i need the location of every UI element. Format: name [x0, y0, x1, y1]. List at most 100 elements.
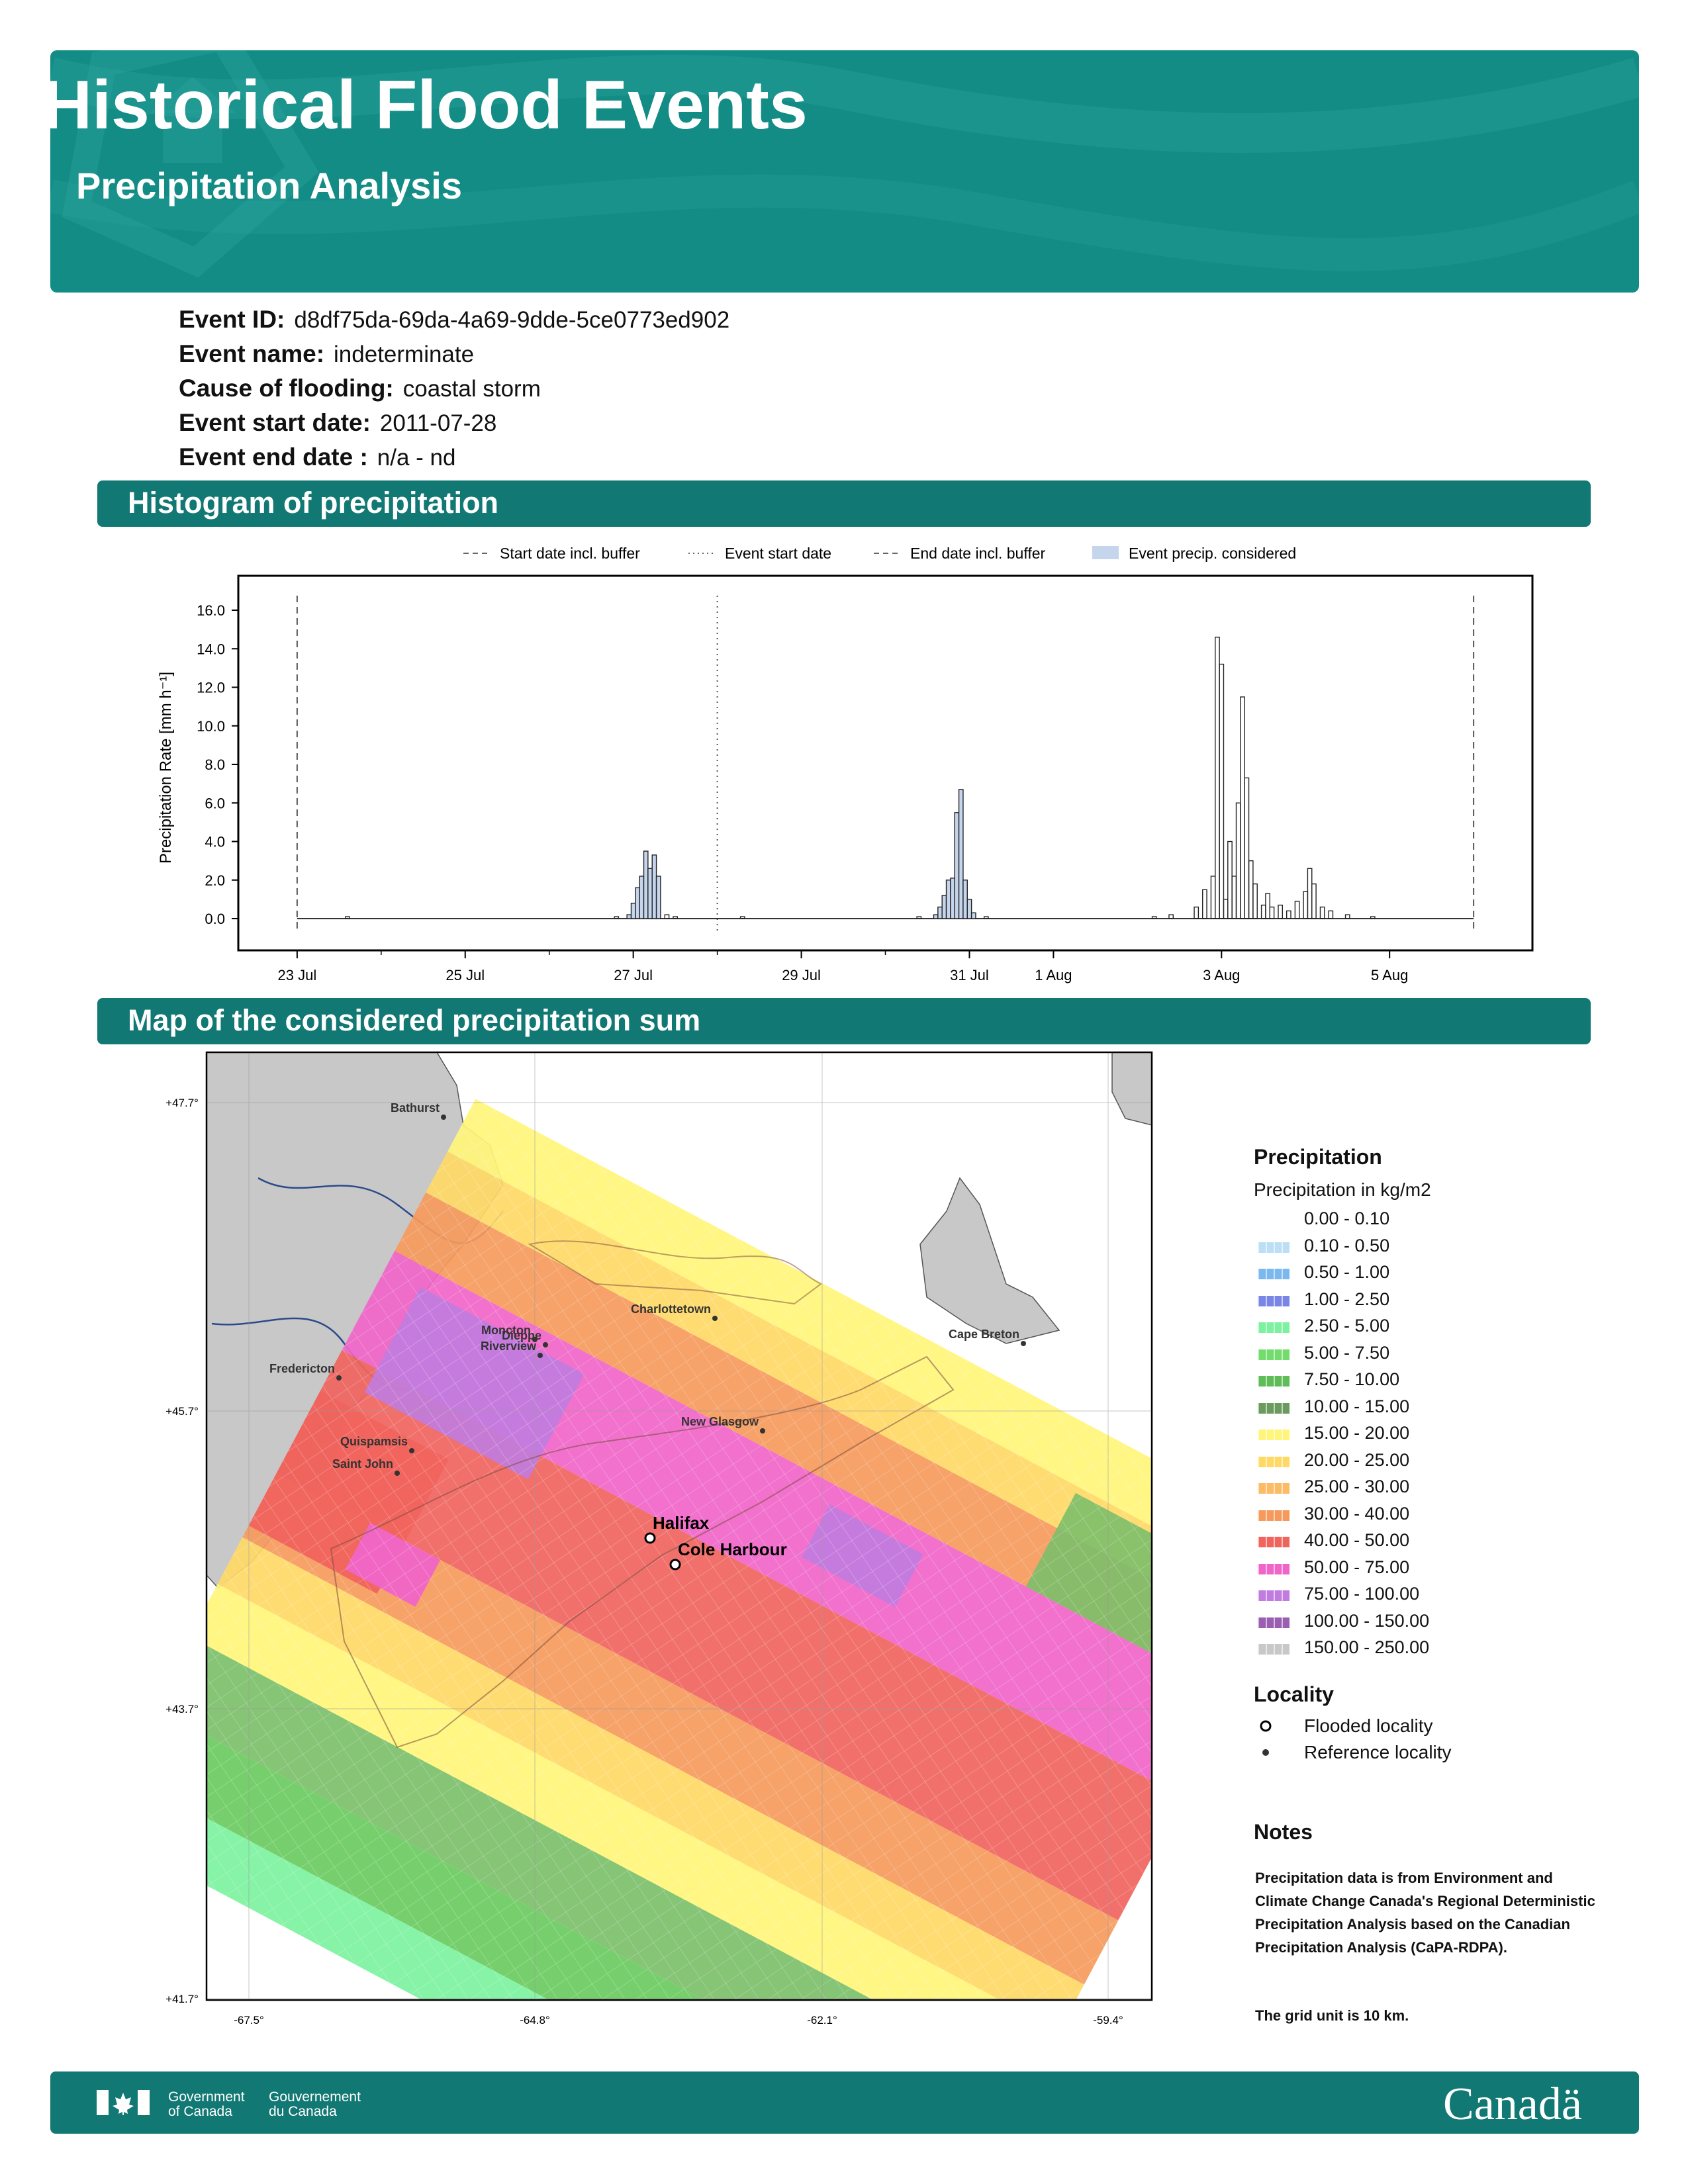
reference-locality-label: Saint John: [332, 1457, 393, 1471]
histogram-bar: [1319, 906, 1325, 919]
header-banner: [50, 50, 1639, 293]
x-tick-label: 5 Aug: [1371, 967, 1408, 983]
event-start-row: Event start date: 2011-07-28: [179, 409, 496, 437]
precip-legend-swatch: [1258, 1590, 1289, 1601]
precip-legend-item: 50.00 - 75.00: [1254, 1557, 1598, 1581]
page-subtitle: Precipitation Analysis: [76, 165, 462, 206]
precip-legend-label: 2.50 - 5.00: [1304, 1316, 1390, 1336]
precip-legend-item: 25.00 - 30.00: [1254, 1477, 1598, 1500]
event-end-row: Event end date : n/a - nd: [179, 443, 455, 471]
reference-locality-label: Fredericton: [269, 1362, 335, 1375]
histogram-bar: [1311, 883, 1317, 919]
map-frame: [205, 1051, 1153, 2001]
histogram-plot-frame: [237, 574, 1534, 952]
precip-legend-swatch: [1258, 1537, 1289, 1547]
histogram-bar: [1248, 860, 1254, 919]
histogram-bars: [297, 637, 1474, 919]
histogram-bar: [1265, 893, 1270, 919]
histogram-bar: [1344, 914, 1350, 919]
reference-locality-dot: [532, 1337, 538, 1342]
histogram-bar: [941, 895, 947, 919]
legend-label: Start date incl. buffer: [500, 545, 640, 562]
histogram-bar: [945, 880, 951, 919]
precip-legend-item: 15.00 - 20.00: [1254, 1423, 1598, 1447]
histogram-bar: [647, 868, 653, 919]
y-tick-label: 6.0: [205, 795, 225, 811]
reference-locality-dot: [1021, 1341, 1026, 1346]
reference-locality-label: Riverview: [481, 1340, 537, 1353]
histogram-bar: [1303, 891, 1309, 919]
histogram-legend: Start date incl. buffer Event start date E…: [463, 545, 1296, 562]
header-wave-decoration: [50, 50, 1639, 278]
precip-legend-label: 0.50 - 1.00: [1304, 1262, 1390, 1282]
page-title: Historical Flood Events: [42, 67, 808, 144]
histogram-bar: [970, 912, 976, 919]
histogram-bar: [1194, 906, 1199, 919]
histogram-bar: [983, 916, 989, 919]
histogram-bar: [1260, 904, 1266, 919]
precip-legend-swatch: [1258, 1563, 1289, 1574]
notes-text: Precipitation data is from Environment a…: [1255, 1870, 1595, 1956]
histogram-bar: [1252, 883, 1258, 919]
precip-legend-item: 1.00 - 2.50: [1254, 1289, 1598, 1313]
histogram-x-axis: 23 Jul 25 Jul 27 Jul 29 Jul 31 Jul 1 Aug 3 Aug…: [278, 950, 1408, 983]
locality-legend-title: Locality: [1254, 1682, 1334, 1706]
histogram-bar: [1227, 841, 1233, 919]
precip-legend-swatch: [1258, 1617, 1289, 1628]
legend-label: End date incl. buffer: [910, 545, 1045, 562]
precip-legend-label: 0.10 - 0.50: [1304, 1235, 1390, 1255]
precip-legend-swatch: [1258, 1295, 1289, 1306]
x-tick-label: 1 Aug: [1035, 967, 1072, 983]
precip-legend-item: 0.50 - 1.00: [1254, 1262, 1598, 1286]
histogram-bar: [1235, 802, 1241, 919]
histogram-bar: [1286, 910, 1291, 919]
flooded-locality-marker: [644, 1532, 656, 1544]
histogram-y-label: Precipitation Rate [mm h⁻¹]: [157, 672, 175, 864]
flooded-locality-label: Flooded locality: [1304, 1715, 1433, 1736]
precip-legend-label: 7.50 - 10.00: [1304, 1369, 1400, 1389]
y-tick-label: 8.0: [205, 756, 225, 773]
histogram-bar: [933, 914, 939, 919]
precip-legend-item: 20.00 - 25.00: [1254, 1450, 1598, 1474]
reference-locality-dot: [336, 1375, 342, 1381]
nova-scotia-outline: [330, 1355, 955, 1749]
precip-legend-title: Precipitation: [1254, 1145, 1382, 1169]
histogram-bar: [937, 906, 943, 919]
precip-legend-label: 10.00 - 15.00: [1304, 1396, 1410, 1416]
histogram-bar: [630, 903, 636, 919]
precip-legend-swatch: [1258, 1242, 1289, 1253]
histogram-bar: [635, 887, 640, 919]
event-cause-label: Cause of flooding:: [179, 375, 394, 402]
map-graticule: [207, 1052, 1152, 2000]
histogram-vlines: [296, 596, 1475, 932]
event-name-label: Event name:: [179, 340, 325, 367]
gov-fr-2: du Canada: [269, 2104, 337, 2119]
event-end-label: Event end date :: [179, 443, 368, 471]
event-id-row: Event ID: d8df75da-69da-4a69-9dde-5ce0773…: [179, 306, 729, 334]
precipitation-map: +47.7° +45.7° +43.7° +41.7° -67.5° -64.8° -62.…: [165, 1051, 1153, 2026]
histogram-bar: [626, 914, 632, 919]
canada-flag-icon: [97, 2090, 150, 2115]
flooded-locality-marker: [669, 1559, 681, 1570]
precip-legend-label: 5.00 - 7.50: [1304, 1342, 1390, 1363]
x-tick-label: 27 Jul: [614, 967, 653, 983]
precip-legend-item: 7.50 - 10.00: [1254, 1369, 1598, 1393]
reference-locality-marker: [1262, 1749, 1269, 1756]
precip-legend-label: 20.00 - 25.00: [1304, 1449, 1410, 1470]
gov-fr-1: Gouvernement: [269, 2089, 361, 2105]
precip-legend-swatch: [1258, 1322, 1289, 1333]
histogram-section-title: Histogram of precipitation: [128, 486, 499, 520]
footer-bar: [50, 2071, 1639, 2134]
reference-locality-label: Charlottetown: [631, 1302, 711, 1316]
reference-locality-dot: [712, 1316, 718, 1321]
event-name-row: Event name: indeterminate: [179, 340, 474, 368]
precip-legend-label: 150.00 - 250.00: [1304, 1637, 1430, 1657]
reference-locality-label: Bathurst: [391, 1101, 440, 1115]
histogram-y-axis: 0.0 2.0 4.0 6.0 8.0 10.0 12.0 14.0 16.0: [197, 602, 238, 927]
precip-legend-swatch: [1258, 1456, 1289, 1467]
histogram-bar: [1240, 696, 1245, 919]
histogram-chart: Start date incl. buffer Event start date E…: [157, 545, 1534, 983]
histogram-bar: [664, 914, 670, 919]
lon-tick-label: -59.4°: [1093, 2014, 1123, 2026]
precip-legend-swatch: [1258, 1349, 1289, 1360]
